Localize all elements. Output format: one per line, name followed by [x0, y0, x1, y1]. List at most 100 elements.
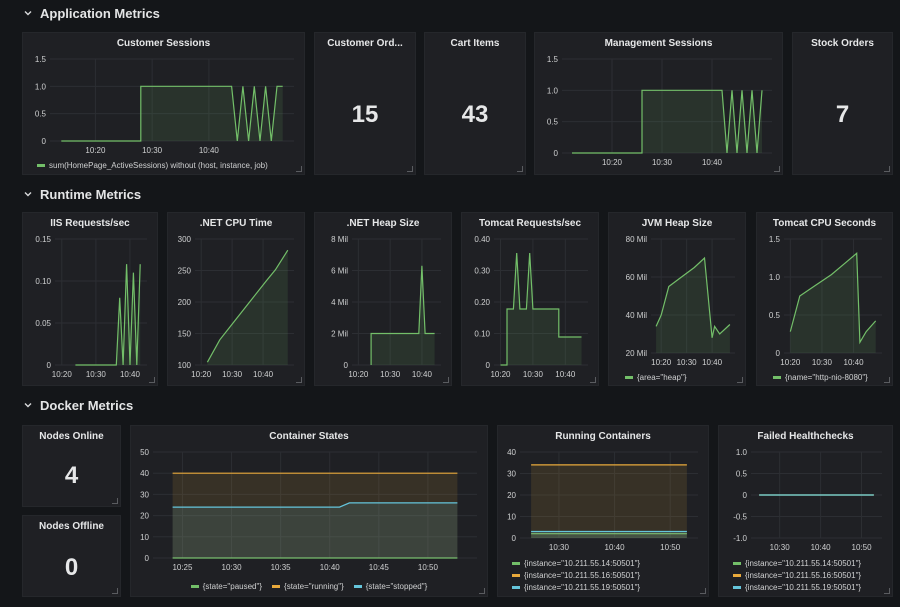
x-tick-label: 10:50 [660, 543, 681, 552]
panel-title: IIS Requests/sec [50, 218, 130, 229]
panel-container-states[interactable]: Container States 0 10 20 30 40 50 10:25 10:30 10… [130, 425, 488, 597]
series-line[interactable] [370, 265, 435, 365]
x-tick-label: 10:40 [844, 358, 865, 367]
resize-handle[interactable] [112, 498, 118, 504]
panel-running-containers[interactable]: Running Containers 0 10 20 30 40 10:30 10:40 10… [497, 425, 709, 597]
series-line[interactable] [500, 252, 582, 366]
legend-item[interactable]: {state="running"} [284, 581, 344, 591]
resize-handle[interactable] [700, 588, 706, 594]
management-sessions-chart: 0 0.5 1.0 1.5 10:20 10:30 10:40 [547, 55, 772, 167]
panel-iis-requests[interactable]: IIS Requests/sec 0 0.05 0.10 0.15 10:20 10:30… [22, 212, 158, 386]
resize-handle[interactable] [884, 588, 890, 594]
stat-value: 15 [351, 101, 379, 128]
x-tick-label: 10:40 [120, 370, 141, 379]
tomcat-requests-chart: 0 0.10 0.20 0.30 0.40 10:20 10:30 10:40 [474, 235, 588, 379]
panel-management-sessions[interactable]: Management Sessions 0 0.5 1.0 1.5 10:20 10:30… [534, 32, 783, 175]
x-tick-label: 10:45 [369, 563, 390, 572]
panel-jvm-heap-size[interactable]: JVM Heap Size 20 Mil 40 Mil 60 Mil 80 Mil 10… [608, 212, 746, 386]
series-line[interactable] [172, 502, 458, 508]
series-line[interactable] [655, 256, 731, 338]
panel-stock-orders[interactable]: Stock Orders 7 [792, 32, 893, 175]
x-tick-label: 10:40 [320, 563, 341, 572]
stat-value: 0 [64, 554, 79, 581]
series-area [172, 473, 458, 558]
panel-cart-items[interactable]: Cart Items 43 [424, 32, 526, 175]
y-tick-label: 0.15 [35, 235, 51, 244]
y-tick-label: 0.20 [474, 298, 490, 307]
resize-handle[interactable] [884, 166, 890, 172]
resize-handle[interactable] [737, 377, 743, 383]
y-tick-label: 10 [507, 513, 516, 522]
resize-handle[interactable] [774, 166, 780, 172]
resize-handle[interactable] [479, 588, 485, 594]
row-header-docker-metrics[interactable]: Docker Metrics [22, 394, 133, 416]
legend-item[interactable]: {name="http-nio-8080"} [785, 372, 868, 382]
panel-title: Tomcat CPU Seconds [772, 218, 877, 229]
x-tick-label: 10:20 [602, 158, 623, 167]
chart-legend: {name="http-nio-8080"} [757, 371, 892, 383]
resize-handle[interactable] [296, 377, 302, 383]
legend-item[interactable]: {instance="10.211.55.16:50501"} [745, 570, 862, 580]
row-title: Application Metrics [40, 5, 160, 21]
legend-item[interactable]: {instance="10.211.55.19:50501"} [745, 582, 862, 592]
resize-handle[interactable] [149, 377, 155, 383]
y-tick-label: 0.5 [736, 470, 748, 479]
series-line[interactable] [572, 89, 763, 154]
series-line[interactable] [206, 249, 289, 363]
panel-nodes-online[interactable]: Nodes Online 4 [22, 425, 121, 507]
series-line[interactable] [61, 85, 283, 142]
series-line[interactable] [75, 264, 141, 366]
x-tick-label: 10:30 [523, 370, 544, 379]
panel-customer-sessions[interactable]: Customer Sessions 0 0.5 1.0 1.5 10:20 10:30 10… [22, 32, 305, 175]
x-tick-label: 10:30 [770, 543, 791, 552]
panel-failed-healthchecks[interactable]: Failed Healthchecks -1.0 -0.5 0 0.5 1.0 10:30… [718, 425, 893, 597]
y-tick-label: 10 [140, 533, 149, 542]
legend-item[interactable]: {area="heap"} [637, 372, 687, 382]
legend-item[interactable]: {instance="10.211.55.19:50501"} [524, 582, 641, 592]
row-header-runtime-metrics[interactable]: Runtime Metrics [22, 183, 141, 205]
resize-handle[interactable] [407, 166, 413, 172]
legend-item[interactable]: sum(HomePage_ActiveSessions) without (ho… [49, 160, 268, 170]
legend-item[interactable]: {state="paused"} [202, 581, 263, 591]
panel-customer-orders[interactable]: Customer Ord... 15 [314, 32, 416, 175]
x-tick-label: 10:20 [490, 370, 511, 379]
y-tick-label: 30 [507, 470, 516, 479]
net-cpu-chart: 100 150 200 250 300 10:20 10:30 10:40 [178, 235, 294, 379]
y-tick-label: 0.40 [474, 235, 490, 244]
legend-item[interactable]: {instance="10.211.55.16:50501"} [524, 570, 641, 580]
y-tick-label: 0 [486, 361, 491, 370]
row-header-application-metrics[interactable]: Application Metrics [22, 2, 160, 24]
series-line[interactable] [789, 252, 877, 345]
resize-handle[interactable] [112, 588, 118, 594]
legend-item[interactable]: {state="stopped"} [365, 581, 428, 591]
x-tick-label: 10:40 [811, 543, 832, 552]
resize-handle[interactable] [517, 166, 523, 172]
legend-item[interactable]: {instance="10.211.55.14:50501"} [745, 558, 862, 568]
y-tick-label: 0 [776, 349, 781, 358]
panel-net-heap-size[interactable]: .NET Heap Size 0 2 Mil 4 Mil 6 Mil 8 Mil 10:2… [314, 212, 452, 386]
panel-title: Nodes Offline [38, 521, 104, 532]
series-area [790, 253, 876, 353]
stat-value: 43 [461, 101, 489, 128]
x-tick-label: 10:40 [702, 158, 723, 167]
x-tick-label: 10:50 [418, 563, 439, 572]
y-tick-label: 1.5 [769, 235, 781, 244]
panel-title: Customer Sessions [116, 38, 211, 49]
panel-title: Running Containers [555, 431, 651, 442]
panel-net-cpu-time[interactable]: .NET CPU Time 100 150 200 250 300 10:20 10:30 1… [167, 212, 305, 386]
resize-handle[interactable] [884, 377, 890, 383]
y-tick-label: 30 [140, 490, 149, 499]
x-tick-label: 10:20 [52, 370, 73, 379]
resize-handle[interactable] [590, 377, 596, 383]
panel-nodes-offline[interactable]: Nodes Offline 0 [22, 515, 121, 597]
panel-tomcat-requests[interactable]: Tomcat Requests/sec 0 0.10 0.20 0.30 0.40 10:… [461, 212, 599, 386]
y-tick-label: 6 Mil [331, 267, 348, 276]
resize-handle[interactable] [296, 166, 302, 172]
panel-title: Management Sessions [604, 38, 713, 49]
x-tick-label: 10:40 [555, 370, 576, 379]
row-title: Docker Metrics [40, 397, 134, 413]
legend-item[interactable]: {instance="10.211.55.14:50501"} [524, 558, 641, 568]
panel-tomcat-cpu-seconds[interactable]: Tomcat CPU Seconds 0 0.5 1.0 1.5 10:20 10:30 1… [756, 212, 893, 386]
jvm-heap-chart: 20 Mil 40 Mil 60 Mil 80 Mil 10:20 10:30 10:40 [626, 235, 735, 367]
resize-handle[interactable] [443, 377, 449, 383]
